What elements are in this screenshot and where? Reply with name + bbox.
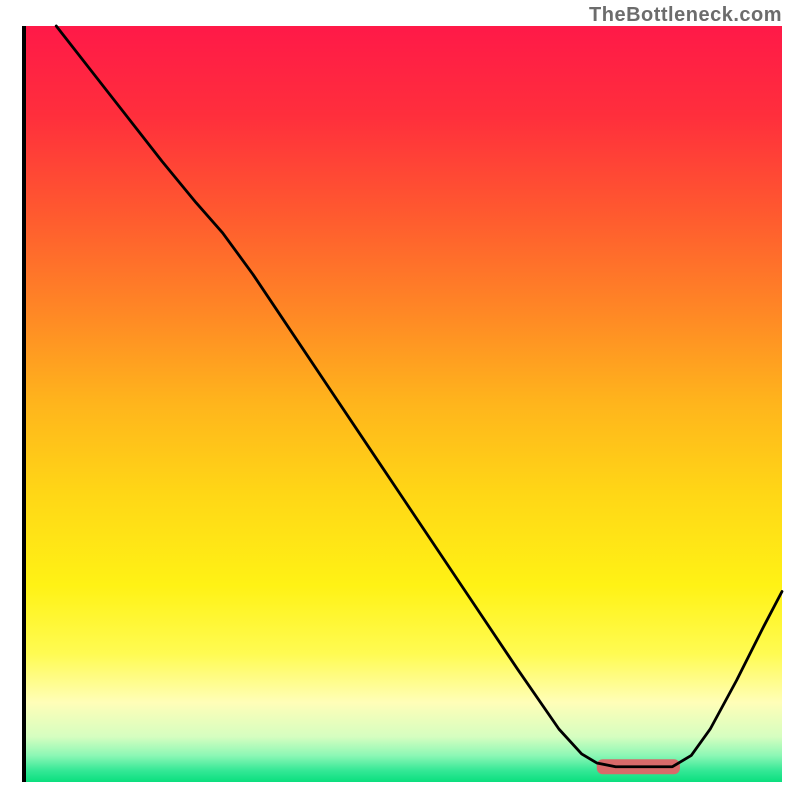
watermark-text: TheBottleneck.com <box>589 4 782 27</box>
bottleneck-curve-path <box>56 26 782 767</box>
plot-area <box>22 26 782 782</box>
bottleneck-curve <box>26 26 782 778</box>
